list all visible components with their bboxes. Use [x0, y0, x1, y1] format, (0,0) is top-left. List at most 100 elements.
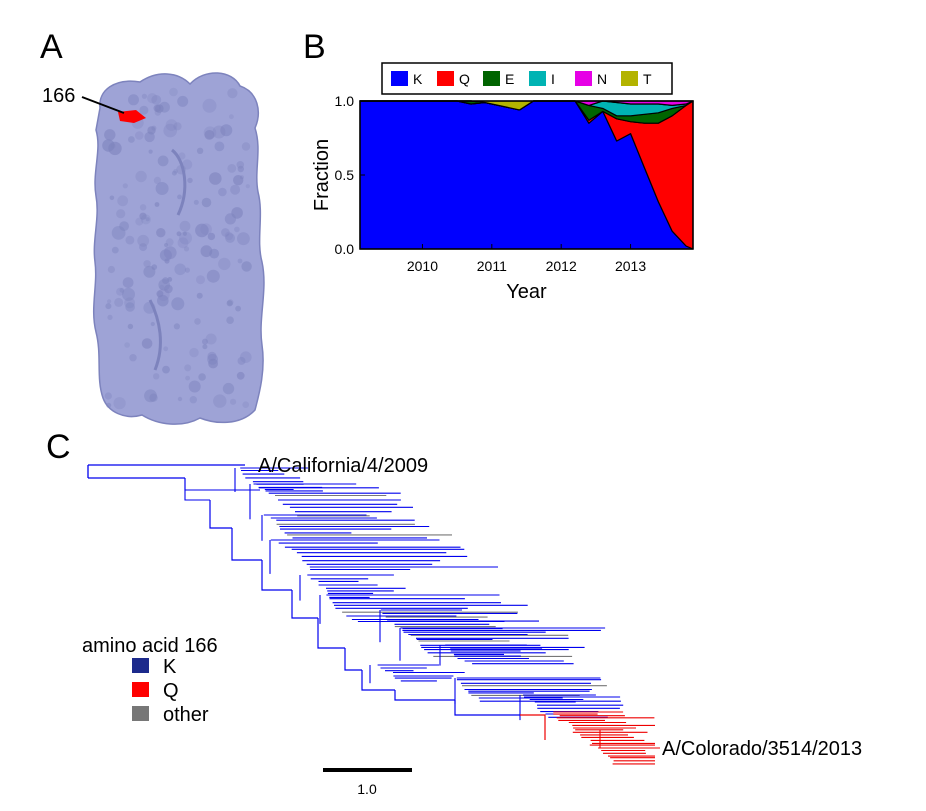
- surface-bump: [102, 139, 115, 152]
- surface-bump: [122, 183, 128, 189]
- surface-bump: [151, 95, 162, 105]
- surface-bump: [150, 321, 155, 327]
- surface-bump: [163, 123, 177, 138]
- tree-branch: [361, 670, 395, 691]
- surface-bump: [143, 260, 151, 268]
- surface-bump: [234, 226, 240, 233]
- surface-bump: [241, 142, 251, 151]
- surface-bump: [122, 287, 135, 301]
- tree-branch: [394, 690, 455, 701]
- surface-bump: [153, 373, 160, 380]
- surface-bump: [236, 161, 245, 169]
- surface-bump: [116, 287, 125, 296]
- surface-bump: [207, 232, 216, 241]
- surface-bump: [153, 176, 161, 184]
- surface-bump: [202, 338, 208, 345]
- tree-branch: [87, 464, 245, 479]
- residue-166-pointer: [81, 96, 125, 114]
- surface-bump: [173, 169, 178, 174]
- legend-swatch-K: [391, 71, 408, 86]
- panel-a-letter: A: [40, 28, 63, 66]
- surface-bump: [104, 129, 116, 141]
- tree-legend-swatch: [132, 682, 149, 697]
- surface-bump: [208, 358, 219, 369]
- y-tick-label: 0.5: [335, 167, 355, 183]
- surface-bump: [124, 342, 130, 348]
- surface-bump: [104, 392, 112, 400]
- surface-bump: [237, 232, 250, 246]
- surface-bump: [236, 371, 245, 380]
- surface-bump: [139, 105, 149, 115]
- residue-166-label: 166: [42, 85, 75, 107]
- surface-bump: [245, 184, 250, 189]
- surface-bump: [143, 265, 156, 278]
- surface-bump: [140, 214, 151, 225]
- surface-bump: [226, 300, 233, 307]
- surface-bump: [195, 223, 209, 238]
- surface-bump: [183, 246, 190, 252]
- surface-bump: [209, 172, 222, 185]
- surface-bump: [230, 398, 237, 405]
- legend-swatch-T: [621, 71, 638, 86]
- y-axis: 0.0 0.5 1.0: [335, 93, 365, 257]
- surface-bump: [227, 88, 238, 99]
- legend-label-K: K: [413, 71, 423, 87]
- surface-bump: [109, 195, 115, 201]
- surface-bump: [106, 402, 112, 408]
- surface-bump: [165, 238, 174, 247]
- tree-branch: [261, 560, 292, 591]
- tree-branch: [184, 478, 260, 491]
- surface-bump: [127, 323, 134, 330]
- surface-bump: [111, 226, 126, 240]
- x-axis: 2010 2011 2012 2013: [407, 244, 646, 274]
- tree-branch: [184, 478, 210, 501]
- surface-bump: [237, 258, 243, 264]
- tree-branch: [520, 714, 546, 740]
- surface-bump: [141, 338, 153, 349]
- surface-bump: [125, 235, 135, 245]
- surface-bump: [224, 231, 234, 241]
- surface-bump: [176, 231, 182, 237]
- fraction-chart: 2010 2011 2012 2013 0.0 0.5 1.0 Year Fraction…: [311, 62, 694, 303]
- surface-bump: [173, 323, 180, 330]
- surface-bump: [188, 380, 201, 393]
- surface-bump: [157, 155, 169, 167]
- surface-bump: [159, 249, 172, 262]
- surface-bump: [153, 104, 161, 113]
- surface-bump: [224, 213, 236, 225]
- surface-bump: [113, 397, 126, 410]
- surface-bump: [182, 231, 187, 236]
- tree-legend-label: other: [163, 704, 209, 726]
- surface-bump: [182, 159, 193, 170]
- tree-branch: [454, 700, 520, 716]
- tree-legend-title: amino acid 166: [82, 635, 218, 657]
- surface-bump: [171, 297, 185, 311]
- surface-bump: [116, 209, 126, 219]
- surface-bump: [237, 165, 244, 173]
- surface-bump: [226, 316, 234, 325]
- legend-swatch-N: [575, 71, 592, 86]
- surface-bump: [237, 356, 246, 365]
- surface-bump: [156, 228, 166, 238]
- legend-label-T: T: [643, 71, 652, 87]
- surface-bump: [235, 305, 242, 312]
- surface-bump: [202, 344, 208, 350]
- surface-bump: [171, 170, 177, 176]
- surface-bump: [179, 231, 192, 245]
- surface-bump: [107, 265, 115, 274]
- surface-bump: [122, 277, 134, 288]
- surface-bump: [164, 284, 173, 294]
- scale-bar: 1.0: [323, 768, 412, 797]
- surface-bump: [206, 269, 220, 283]
- surface-bump: [213, 394, 227, 408]
- surface-bump: [242, 401, 249, 409]
- surface-bump: [119, 221, 129, 232]
- surface-bump: [107, 314, 113, 320]
- surface-bump: [187, 177, 193, 184]
- surface-bump: [128, 94, 139, 106]
- surface-bump: [185, 375, 191, 381]
- surface-bump: [156, 290, 164, 298]
- surface-bump: [114, 297, 124, 307]
- legend-label-N: N: [597, 71, 607, 87]
